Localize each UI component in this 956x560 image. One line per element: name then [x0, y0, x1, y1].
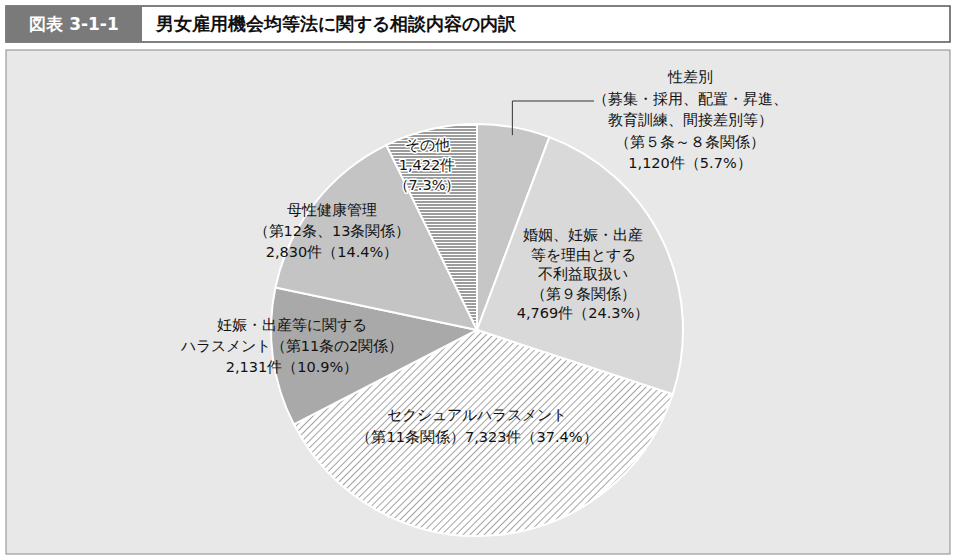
slice-label: 妊娠・出産等に関するハラスメント（第11条の2関係） 2,131件（10.9%）	[180, 317, 404, 375]
value-label: 2,131件	[226, 359, 283, 375]
value-label: 1,120件	[628, 155, 685, 171]
value-label: 2,830件	[266, 244, 323, 260]
category-label: その他	[405, 137, 450, 153]
percentage-label: （5.7%）	[685, 155, 752, 171]
header-label-box	[6, 6, 142, 42]
category-label: セクシュアルハラスメント	[387, 407, 567, 423]
percentage-label: （7.3%）	[394, 177, 461, 193]
value-label: 4,769件	[517, 305, 574, 321]
header-frame	[6, 6, 950, 42]
category-label: 妊娠・出産等に関する	[217, 317, 367, 333]
value-label: 1,422件	[399, 157, 456, 173]
category-label: 婚姻、妊娠・出産	[523, 227, 643, 243]
leader-line	[512, 101, 594, 135]
percentage-label: （24.3%）	[573, 305, 649, 321]
category-label: （募集・採用、配置・昇進、	[593, 91, 788, 107]
slice-label: その他 1,422件 （7.3%）	[394, 137, 461, 193]
category-label: ハラスメント（第11条の2関係）	[180, 338, 404, 354]
title: 男女雇用機会均等法に関する相談内容の内訳	[155, 13, 517, 34]
panel	[6, 50, 950, 554]
category-label: （第11条関係）	[356, 429, 464, 445]
slice-label: 性差別 （募集・採用、配置・昇進、教育訓練、間接差別等） （第５条～８条関係） 1,1…	[593, 69, 788, 171]
slice-label: 母性健康管理 （第12条、13条関係） 2,830件（14.4%）	[254, 202, 411, 260]
value-label: 7,323件	[465, 429, 522, 445]
labels: 性差別 （募集・採用、配置・昇進、教育訓練、間接差別等） （第５条～８条関係） 1,1…	[180, 69, 788, 445]
category-label: 不利益取扱い	[538, 266, 628, 282]
slice-label: 婚姻、妊娠・出産等を理由とする不利益取扱い （第９条関係） 4,769件（24.3%…	[517, 227, 650, 321]
category-label: 性差別	[667, 69, 713, 85]
category-label: 教育訓練、間接差別等）	[608, 112, 773, 128]
category-label: 等を理由とする	[531, 247, 636, 263]
chart: 図表 3-1-1 男女雇用機会均等法に関する相談内容の内訳性差別 （募集・採用、配置…	[0, 0, 956, 560]
category-label: （第12条、13条関係）	[254, 223, 411, 239]
percentage-label: （37.4%）	[521, 429, 597, 445]
percentage-label: （10.9%）	[282, 359, 358, 375]
category-label: （第５条～８条関係）	[615, 134, 765, 150]
category-label: （第９条関係）	[531, 286, 636, 302]
percentage-label: （14.4%）	[322, 244, 398, 260]
figure-label: 図表 3-1-1	[29, 14, 119, 34]
category-label: 母性健康管理	[287, 202, 377, 218]
slice-label: セクシュアルハラスメント （第11条関係）7,323件（37.4%）	[356, 407, 597, 445]
